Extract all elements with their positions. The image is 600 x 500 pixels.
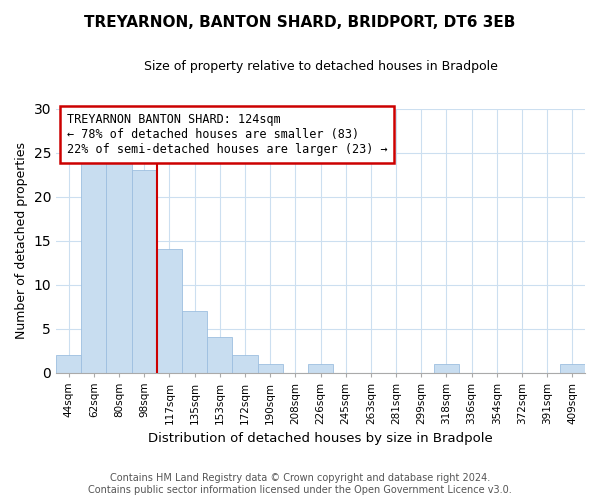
Bar xyxy=(106,153,131,372)
Bar xyxy=(434,364,459,372)
Bar xyxy=(182,311,207,372)
Title: Size of property relative to detached houses in Bradpole: Size of property relative to detached ho… xyxy=(143,60,497,73)
Y-axis label: Number of detached properties: Number of detached properties xyxy=(15,142,28,339)
Bar xyxy=(81,153,106,372)
X-axis label: Distribution of detached houses by size in Bradpole: Distribution of detached houses by size … xyxy=(148,432,493,445)
Bar xyxy=(207,338,232,372)
Bar xyxy=(131,170,157,372)
Bar xyxy=(232,355,257,372)
Bar xyxy=(560,364,585,372)
Bar xyxy=(157,250,182,372)
Bar xyxy=(56,355,81,372)
Bar xyxy=(257,364,283,372)
Bar xyxy=(308,364,333,372)
Text: Contains HM Land Registry data © Crown copyright and database right 2024.
Contai: Contains HM Land Registry data © Crown c… xyxy=(88,474,512,495)
Text: TREYARNON, BANTON SHARD, BRIDPORT, DT6 3EB: TREYARNON, BANTON SHARD, BRIDPORT, DT6 3… xyxy=(85,15,515,30)
Text: TREYARNON BANTON SHARD: 124sqm
← 78% of detached houses are smaller (83)
22% of : TREYARNON BANTON SHARD: 124sqm ← 78% of … xyxy=(67,113,387,156)
